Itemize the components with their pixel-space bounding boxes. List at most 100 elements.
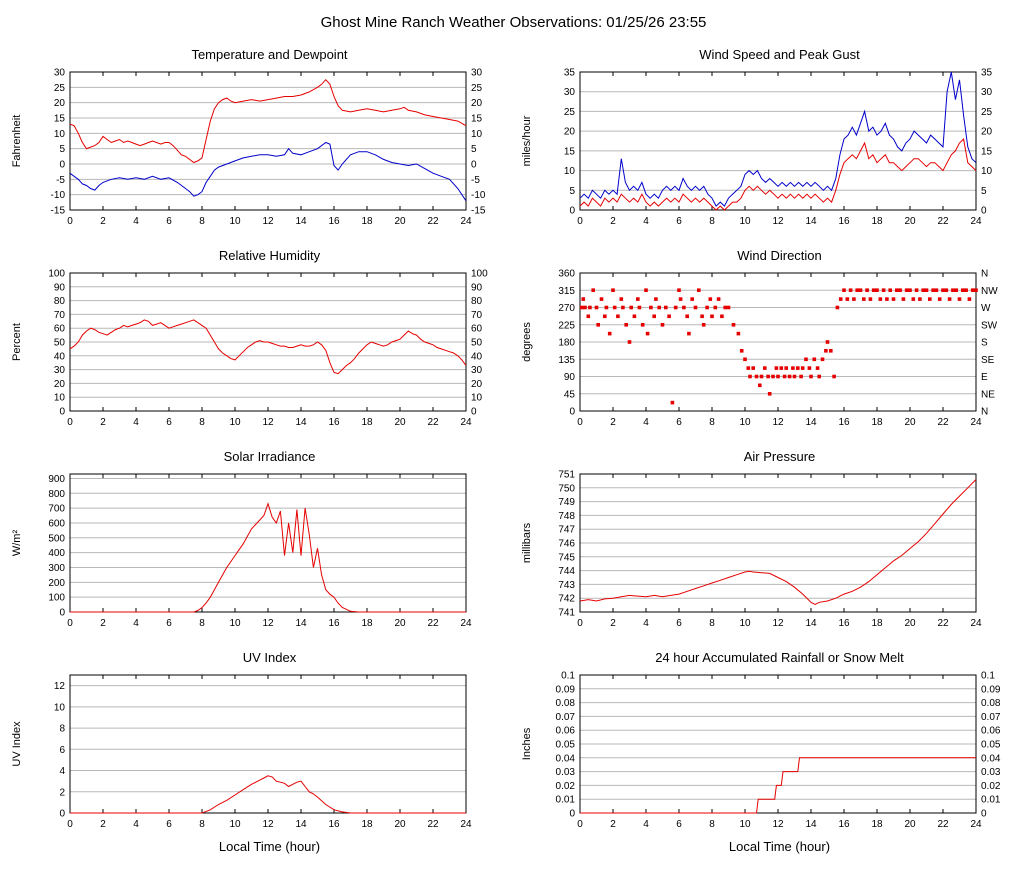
svg-text:N: N xyxy=(981,269,988,280)
svg-text:20: 20 xyxy=(981,127,993,138)
svg-text:4: 4 xyxy=(643,819,649,830)
svg-text:0: 0 xyxy=(59,407,65,418)
svg-text:0: 0 xyxy=(67,819,73,830)
svg-text:5: 5 xyxy=(471,144,477,155)
svg-text:60: 60 xyxy=(471,324,483,335)
svg-text:10: 10 xyxy=(229,417,241,428)
chart-temperature-dewpoint: Temperature and Dewpoint -15 -15 -10 -10 -5 -… xyxy=(6,47,511,236)
svg-text:30: 30 xyxy=(981,87,993,98)
svg-text:14: 14 xyxy=(295,618,307,629)
chart-uv-index: UV Index 0 2 4 6 8 10 12 0 2 4 6 8 10 12 14 16 18 20 22 24 U… xyxy=(6,650,511,854)
svg-text:24: 24 xyxy=(460,618,472,629)
svg-text:0: 0 xyxy=(59,160,65,171)
svg-text:20: 20 xyxy=(904,417,916,428)
svg-text:743: 743 xyxy=(558,580,575,591)
svg-text:30: 30 xyxy=(471,365,483,376)
svg-text:16: 16 xyxy=(838,417,850,428)
svg-text:6: 6 xyxy=(59,745,65,756)
svg-text:25: 25 xyxy=(471,83,483,94)
plot-area: 741 742 743 744 745 746 747 748 749 750 751 0 2 4 6 8 10… xyxy=(516,466,1021,638)
chart-title: Air Pressure xyxy=(743,449,816,464)
svg-text:0.09: 0.09 xyxy=(556,684,576,695)
svg-text:18: 18 xyxy=(871,819,883,830)
svg-text:18: 18 xyxy=(361,618,373,629)
svg-text:20: 20 xyxy=(394,819,406,830)
svg-text:24: 24 xyxy=(970,216,982,227)
svg-text:10: 10 xyxy=(229,618,241,629)
svg-text:400: 400 xyxy=(48,548,65,559)
svg-text:S: S xyxy=(981,338,988,349)
svg-text:20: 20 xyxy=(904,819,916,830)
svg-text:8: 8 xyxy=(709,417,715,428)
svg-text:90: 90 xyxy=(564,372,576,383)
svg-text:4: 4 xyxy=(133,216,139,227)
svg-text:30: 30 xyxy=(471,68,483,79)
svg-text:24: 24 xyxy=(460,417,472,428)
svg-text:20: 20 xyxy=(471,379,483,390)
svg-text:25: 25 xyxy=(981,107,993,118)
svg-text:0.03: 0.03 xyxy=(556,767,576,778)
svg-text:180: 180 xyxy=(558,338,575,349)
charts-grid: Temperature and Dewpoint -15 -15 -10 -10 -5 -… xyxy=(6,47,1021,854)
svg-text:10: 10 xyxy=(54,702,66,713)
svg-text:10: 10 xyxy=(229,819,241,830)
svg-text:35: 35 xyxy=(564,68,576,79)
svg-text:0: 0 xyxy=(577,618,583,629)
svg-text:-15: -15 xyxy=(471,206,486,217)
svg-text:8: 8 xyxy=(709,216,715,227)
svg-text:8: 8 xyxy=(199,819,205,830)
svg-text:14: 14 xyxy=(805,417,817,428)
svg-text:18: 18 xyxy=(871,417,883,428)
svg-text:-5: -5 xyxy=(56,175,65,186)
svg-text:8: 8 xyxy=(199,216,205,227)
svg-text:0.07: 0.07 xyxy=(981,712,1001,723)
svg-text:0: 0 xyxy=(471,160,477,171)
svg-text:0: 0 xyxy=(577,417,583,428)
svg-text:20: 20 xyxy=(54,98,66,109)
svg-text:100: 100 xyxy=(48,593,65,604)
svg-text:6: 6 xyxy=(676,216,682,227)
svg-text:80: 80 xyxy=(54,296,66,307)
svg-text:25: 25 xyxy=(564,107,576,118)
svg-text:741: 741 xyxy=(558,608,575,619)
chart-wind-direction: Wind Direction 0 N 45 NE 90 E 135 SE 180 S 225 SW 27… xyxy=(516,248,1021,437)
svg-text:2: 2 xyxy=(610,618,616,629)
svg-text:15: 15 xyxy=(981,146,993,157)
svg-text:300: 300 xyxy=(48,563,65,574)
svg-text:22: 22 xyxy=(427,216,439,227)
chart-title: Wind Speed and Peak Gust xyxy=(699,47,860,62)
chart-rainfall: 24 hour Accumulated Rainfall or Snow Mel… xyxy=(516,650,1021,854)
svg-text:15: 15 xyxy=(54,114,66,125)
svg-text:0: 0 xyxy=(981,206,987,217)
svg-text:70: 70 xyxy=(471,310,483,321)
svg-text:22: 22 xyxy=(937,819,949,830)
chart-title: 24 hour Accumulated Rainfall or Snow Mel… xyxy=(655,650,904,665)
svg-text:14: 14 xyxy=(805,618,817,629)
svg-text:8: 8 xyxy=(199,618,205,629)
svg-text:4: 4 xyxy=(643,216,649,227)
svg-text:0.02: 0.02 xyxy=(556,781,576,792)
svg-text:18: 18 xyxy=(361,216,373,227)
svg-text:15: 15 xyxy=(471,114,483,125)
svg-text:749: 749 xyxy=(558,497,575,508)
svg-text:22: 22 xyxy=(937,417,949,428)
svg-text:14: 14 xyxy=(295,417,307,428)
svg-text:45: 45 xyxy=(564,389,576,400)
svg-text:30: 30 xyxy=(54,365,66,376)
chart-title: Solar Irradiance xyxy=(223,449,316,464)
svg-text:90: 90 xyxy=(471,282,483,293)
svg-text:0: 0 xyxy=(59,809,65,820)
chart-title: Relative Humidity xyxy=(218,248,321,263)
svg-text:10: 10 xyxy=(471,129,483,140)
svg-text:4: 4 xyxy=(133,618,139,629)
svg-text:800: 800 xyxy=(48,489,65,500)
svg-text:600: 600 xyxy=(48,518,65,529)
svg-text:20: 20 xyxy=(394,216,406,227)
svg-text:0.04: 0.04 xyxy=(556,753,576,764)
svg-text:N: N xyxy=(981,407,988,418)
svg-text:10: 10 xyxy=(739,819,751,830)
svg-text:18: 18 xyxy=(361,417,373,428)
svg-text:0: 0 xyxy=(569,206,575,217)
